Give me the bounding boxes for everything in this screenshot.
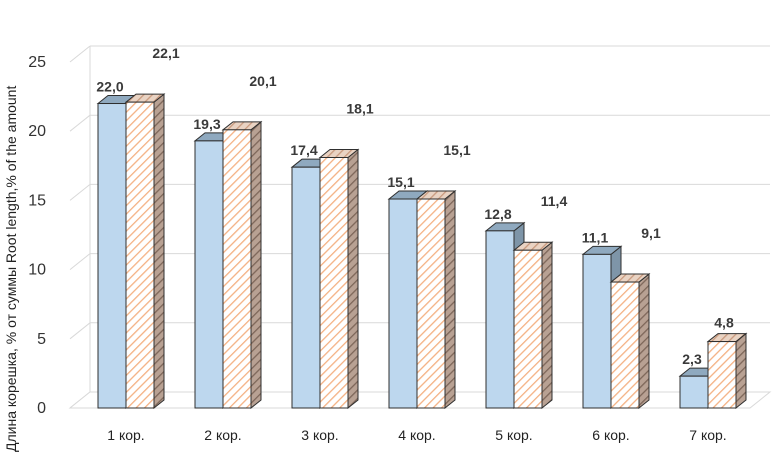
bar-front-face bbox=[125, 101, 155, 409]
bar-side-face bbox=[541, 241, 553, 410]
bar-front-face bbox=[194, 140, 224, 409]
gridline-side bbox=[69, 45, 91, 63]
y-axis-label: Длина корешка, % от суммы Root length,% … bbox=[3, 86, 19, 452]
x-tick-label: 4 кор. bbox=[398, 427, 435, 443]
bar-front-face bbox=[291, 166, 321, 409]
data-label: 4,8 bbox=[714, 315, 734, 331]
data-label: 15,1 bbox=[443, 142, 470, 158]
bar-front-face bbox=[513, 249, 543, 409]
data-label: 18,1 bbox=[346, 100, 373, 116]
x-tick-label: 7 кор. bbox=[689, 427, 726, 443]
x-axis-categories: 1 кор. 2 кор. 3 кор. 4 кор. 5 кор. 6 кор. 7 ко… bbox=[107, 427, 726, 443]
data-label: 12,8 bbox=[484, 206, 511, 222]
bar-side-face bbox=[250, 120, 262, 410]
gridline-side bbox=[69, 184, 91, 201]
data-label: 17,4 bbox=[290, 142, 317, 158]
gridline-side bbox=[69, 114, 91, 132]
bar-side-face bbox=[638, 273, 650, 410]
bar-front-face bbox=[97, 103, 127, 409]
bar bbox=[221, 120, 263, 410]
y-tick-label: 5 bbox=[37, 331, 46, 348]
x-tick-label: 3 кор. bbox=[301, 427, 338, 443]
y-tick-label: 15 bbox=[28, 192, 46, 209]
y-tick-label: 20 bbox=[28, 123, 46, 140]
bar-side-face bbox=[735, 332, 747, 410]
bar bbox=[512, 241, 554, 410]
data-label: 22,1 bbox=[152, 45, 179, 61]
data-label: 20,1 bbox=[249, 73, 276, 89]
data-label: 11,4 bbox=[541, 193, 568, 209]
bar-side-face bbox=[153, 93, 165, 410]
bar bbox=[318, 148, 360, 410]
data-label: 2,3 bbox=[682, 351, 702, 367]
x-tick-label: 5 кор. bbox=[495, 427, 532, 443]
bar bbox=[706, 332, 748, 410]
bar-front-face bbox=[707, 341, 737, 409]
data-labels: 22,0 22,1 19,3 20,1 17,4 18,1 15,1 15,1 12,8 11,4… bbox=[96, 45, 734, 367]
y-tick-label: 10 bbox=[28, 262, 46, 279]
bar bbox=[609, 273, 651, 410]
bar-front-face bbox=[416, 198, 446, 409]
gridline-side bbox=[69, 253, 91, 270]
data-label: 15,1 bbox=[387, 174, 414, 190]
bar-front-face bbox=[610, 281, 640, 409]
bar-front-face bbox=[222, 129, 252, 409]
bar-front-face bbox=[679, 375, 709, 409]
bar-front-face bbox=[319, 156, 349, 409]
gridline-side bbox=[69, 322, 91, 340]
bar bbox=[124, 93, 166, 410]
x-tick-label: 2 кор. bbox=[204, 427, 241, 443]
bar-front-face bbox=[388, 198, 418, 409]
data-label: 19,3 bbox=[193, 116, 220, 132]
bar-side-face bbox=[347, 148, 359, 410]
bar-side-face bbox=[444, 189, 456, 410]
y-axis-ticks: 0 5 10 15 20 25 bbox=[28, 54, 46, 417]
bar-front-face bbox=[485, 230, 515, 409]
y-tick-label: 25 bbox=[28, 54, 46, 71]
bar bbox=[415, 189, 457, 410]
y-tick-label: 0 bbox=[37, 400, 46, 417]
x-tick-label: 1 кор. bbox=[107, 427, 144, 443]
bar-front-face bbox=[582, 253, 612, 409]
data-label: 11,1 bbox=[582, 229, 609, 245]
x-tick-label: 6 кор. bbox=[592, 427, 629, 443]
bars-layer bbox=[96, 93, 748, 410]
data-label: 9,1 bbox=[641, 225, 661, 241]
data-label: 22,0 bbox=[96, 79, 123, 95]
